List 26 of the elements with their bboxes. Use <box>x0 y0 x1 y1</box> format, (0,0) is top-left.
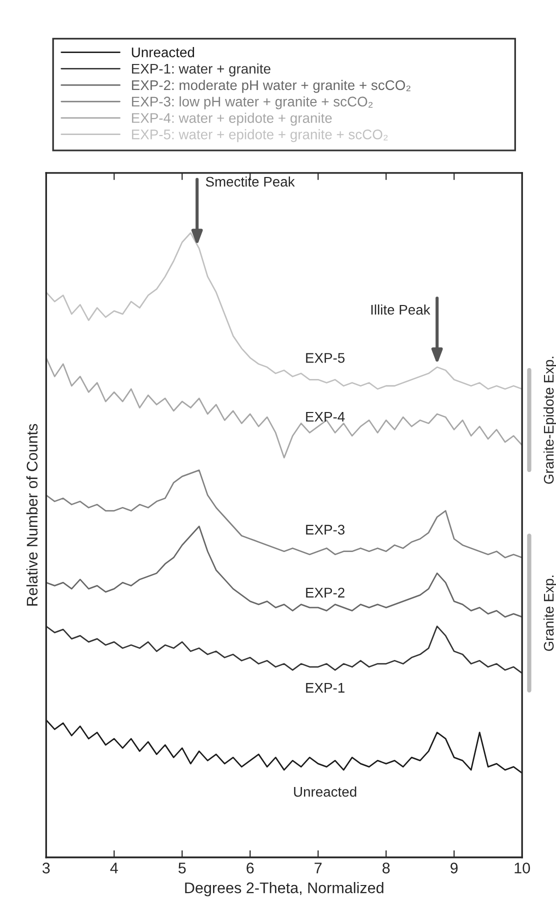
text: Granite-Epidote Exp. <box>544 356 556 484</box>
annotation: Illite Peak <box>371 304 430 315</box>
x-axis-title: Degrees 2-Theta, Normalized <box>185 882 384 896</box>
x-tick-label: 6 <box>246 862 254 874</box>
legend-label: Unreacted <box>132 47 194 58</box>
annotation: Unreacted <box>294 786 356 797</box>
x-tick-label: 4 <box>110 862 118 874</box>
legend-label: EXP-5: water + epidote + granite + scCO₂ <box>132 129 388 142</box>
annotation: EXP-1 <box>306 683 344 693</box>
annotation: Smectite Peak <box>206 176 295 187</box>
legend-label: EXP-4: water + epidote + granite <box>132 112 332 126</box>
x-tick-label: 8 <box>382 862 390 874</box>
y-axis-title: Relative Number of Counts <box>26 424 38 606</box>
x-tick-label: 9 <box>450 862 458 874</box>
annotation: EXP-2 <box>306 588 344 598</box>
x-tick-label: 10 <box>514 862 530 874</box>
x-tick-label: 3 <box>42 862 50 874</box>
legend-label: EXP-1: water + granite <box>132 63 270 76</box>
x-tick-label: 7 <box>314 862 322 874</box>
legend-label: EXP-3: low pH water + granite + scCO₂ <box>132 96 373 110</box>
legend-label: EXP-2: moderate pH water + granite + scCO₂ <box>132 80 410 93</box>
text: Granite Exp. <box>544 576 556 651</box>
annotation: EXP-5 <box>306 353 345 363</box>
annotation: EXP-4 <box>306 412 345 422</box>
x-tick-label: 5 <box>178 862 186 874</box>
annotation: EXP-3 <box>306 524 345 535</box>
